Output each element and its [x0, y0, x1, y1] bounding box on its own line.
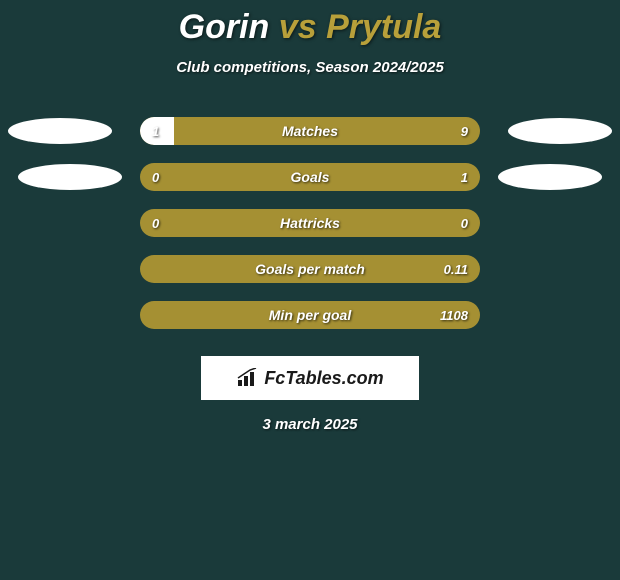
stat-bar: 1108 Min per goal: [140, 301, 480, 329]
logo-box: FcTables.com: [201, 356, 419, 400]
stat-bar: 0 1 Goals: [140, 163, 480, 191]
bar-chart-icon: [236, 368, 260, 388]
right-value: 1: [461, 170, 468, 185]
logo-text: FcTables.com: [264, 368, 383, 389]
logo: FcTables.com: [236, 368, 383, 389]
player-right-name: Prytula: [326, 8, 441, 46]
left-value: 0: [152, 170, 159, 185]
stat-label: Hattricks: [280, 215, 340, 231]
stat-row: 0.11 Goals per match: [0, 246, 620, 292]
date-text: 3 march 2025: [0, 416, 620, 433]
stat-bar: 1 9 Matches: [140, 117, 480, 145]
right-value: 1108: [440, 308, 468, 323]
right-value: 0.11: [444, 262, 468, 277]
stat-row: 1 9 Matches: [0, 108, 620, 154]
left-ellipse: [18, 164, 122, 190]
stat-bar: 0.11 Goals per match: [140, 255, 480, 283]
stat-label: Min per goal: [269, 307, 351, 323]
subtitle: Club competitions, Season 2024/2025: [0, 59, 620, 76]
left-ellipse: [8, 118, 112, 144]
comparison-title: Gorin vs Prytula: [0, 0, 620, 47]
right-value: 9: [461, 124, 468, 139]
left-value: 1: [152, 124, 159, 139]
title-vs: vs: [279, 8, 317, 46]
left-value: 0: [152, 216, 159, 231]
right-ellipse: [498, 164, 602, 190]
stat-label: Goals per match: [255, 261, 365, 277]
stat-bar: 0 0 Hattricks: [140, 209, 480, 237]
stat-row: 0 1 Goals: [0, 154, 620, 200]
player-left-name: Gorin: [179, 8, 270, 46]
right-value: 0: [461, 216, 468, 231]
stat-row: 0 0 Hattricks: [0, 200, 620, 246]
right-ellipse: [508, 118, 612, 144]
stat-rows: 1 9 Matches 0 1 Goals 0 0 Hattricks 0.11 Goals per…: [0, 108, 620, 338]
stat-label: Goals: [291, 169, 330, 185]
stat-label: Matches: [282, 123, 338, 139]
stat-row: 1108 Min per goal: [0, 292, 620, 338]
